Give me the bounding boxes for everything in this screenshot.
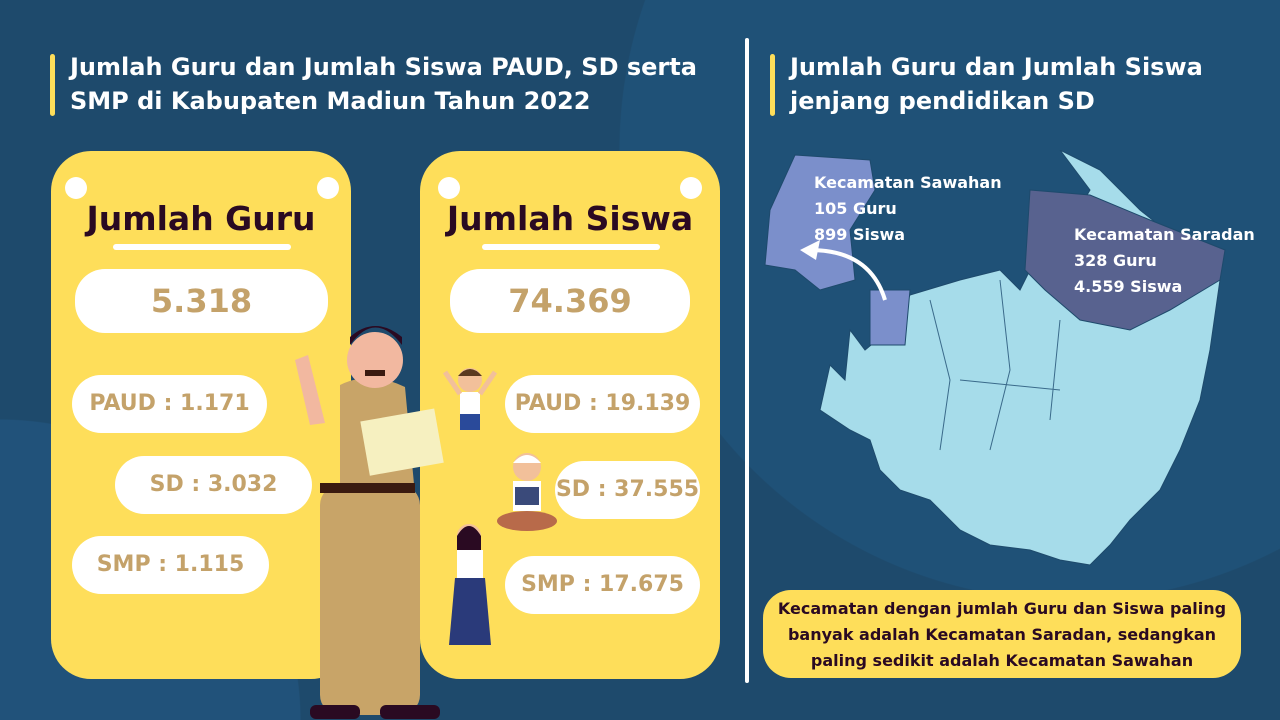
map-region-sawahan-inset — [869, 289, 911, 346]
card-hole — [65, 177, 87, 199]
arrow-head-icon — [800, 240, 820, 260]
right-title: Jumlah Guru dan Jumlah Siswa jenjang pen… — [770, 50, 1230, 118]
sawahan-guru: 105 Guru — [814, 199, 897, 218]
siswa-smp: SMP : 17.675 — [505, 556, 700, 614]
saradan-siswa: 4.559 Siswa — [1074, 277, 1183, 296]
guru-paud: PAUD : 1.171 — [72, 375, 267, 433]
summary-note: Kecamatan dengan jumlah Guru dan Siswa p… — [763, 590, 1241, 678]
saradan-guru: 328 Guru — [1074, 251, 1157, 270]
sawahan-name: Kecamatan Sawahan — [814, 173, 1002, 192]
saradan-name: Kecamatan Saradan — [1074, 225, 1255, 244]
map-arrow — [809, 248, 887, 301]
heading-underline — [113, 244, 291, 250]
madiun-map — [764, 150, 1226, 566]
siswa-total: 74.369 — [450, 269, 690, 333]
map-region-saradan — [1024, 189, 1226, 331]
sawahan-label: Kecamatan Sawahan 105 Guru 899 Siswa — [814, 170, 1002, 248]
guru-total: 5.318 — [75, 269, 328, 333]
saradan-label: Kecamatan Saradan 328 Guru 4.559 Siswa — [1074, 222, 1255, 300]
card-hole — [438, 177, 460, 199]
siswa-heading: Jumlah Siswa — [446, 199, 694, 238]
guru-sd: SD : 3.032 — [115, 456, 312, 514]
guru-heading: Jumlah Guru — [86, 199, 316, 238]
heading-underline — [482, 244, 660, 250]
card-hole — [680, 177, 702, 199]
teacher-illustration — [295, 326, 444, 719]
map-district-borders — [929, 279, 1061, 451]
card-hole — [317, 177, 339, 199]
student-paud-illustration — [442, 368, 498, 430]
siswa-paud: PAUD : 19.139 — [505, 375, 700, 433]
student-smp-illustration — [449, 524, 491, 645]
divider — [745, 38, 749, 683]
sawahan-siswa: 899 Siswa — [814, 225, 906, 244]
student-sd-illustration — [497, 453, 557, 531]
left-title: Jumlah Guru dan Jumlah Siswa PAUD, SD se… — [50, 50, 710, 118]
guru-card: Jumlah Guru 5.318 PAUD : 1.171 SD : 3.03… — [51, 151, 351, 679]
guru-smp: SMP : 1.115 — [72, 536, 269, 594]
siswa-sd: SD : 37.555 — [555, 461, 700, 519]
